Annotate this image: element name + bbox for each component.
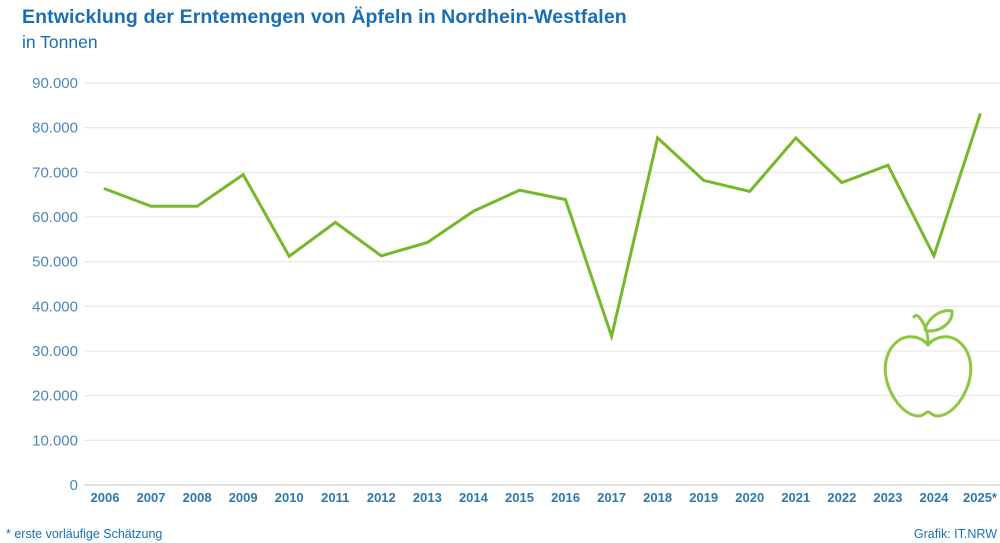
x-tick-label: 2019 <box>689 490 718 505</box>
y-tick-label: 90.000 <box>32 75 78 92</box>
line-chart: 0 10.000 20.000 30.000 40.000 50.000 60.000 70.… <box>32 75 1000 505</box>
y-tick-label: 30.000 <box>32 343 78 360</box>
y-tick-label: 40.000 <box>32 298 78 315</box>
y-tick-label: 80.000 <box>32 120 78 137</box>
x-tick-label: 2007 <box>137 490 166 505</box>
x-tick-label: 2011 <box>321 490 349 505</box>
x-tick-label: 2025* <box>963 490 998 505</box>
y-tick-label: 70.000 <box>32 164 78 181</box>
y-tick-label: 50.000 <box>32 254 78 271</box>
x-tick-label: 2023 <box>873 490 902 505</box>
x-tick-label: 2022 <box>827 490 856 505</box>
x-tick-label: 2016 <box>551 490 580 505</box>
y-tick-label: 10.000 <box>32 432 78 449</box>
x-tick-label: 2009 <box>229 490 258 505</box>
x-tick-label: 2015 <box>505 490 534 505</box>
apple-stem <box>912 314 930 345</box>
x-tick-label: 2020 <box>735 490 764 505</box>
x-tick-label: 2018 <box>643 490 672 505</box>
x-tick-label: 2012 <box>367 490 396 505</box>
x-tick-label: 2013 <box>413 490 442 505</box>
x-tick-label: 2008 <box>183 490 212 505</box>
footnote: * erste vorläufige Schätzung <box>6 527 163 541</box>
x-tick-label: 2010 <box>275 490 304 505</box>
apple-leaf <box>923 309 954 333</box>
x-tick-label: 2017 <box>597 490 626 505</box>
x-tick-label: 2014 <box>459 490 489 505</box>
x-tick-label: 2024 <box>919 490 949 505</box>
harvest-line <box>103 113 982 342</box>
y-tick-label: 20.000 <box>32 388 78 405</box>
chart-title: Entwicklung der Erntemengen von Äpfeln i… <box>22 6 627 28</box>
apple-body-outline <box>883 335 973 418</box>
x-tick-label: 2006 <box>91 490 120 505</box>
x-tick-label: 2021 <box>781 490 810 505</box>
apple-icon <box>883 309 973 418</box>
y-tick-label: 60.000 <box>32 209 78 226</box>
credit: Grafik: IT.NRW <box>913 527 997 541</box>
chart-subtitle: in Tonnen <box>22 32 98 52</box>
chart-header: Entwicklung der Erntemengen von Äpfeln i… <box>22 6 627 53</box>
y-tick-label: 0 <box>70 477 78 494</box>
